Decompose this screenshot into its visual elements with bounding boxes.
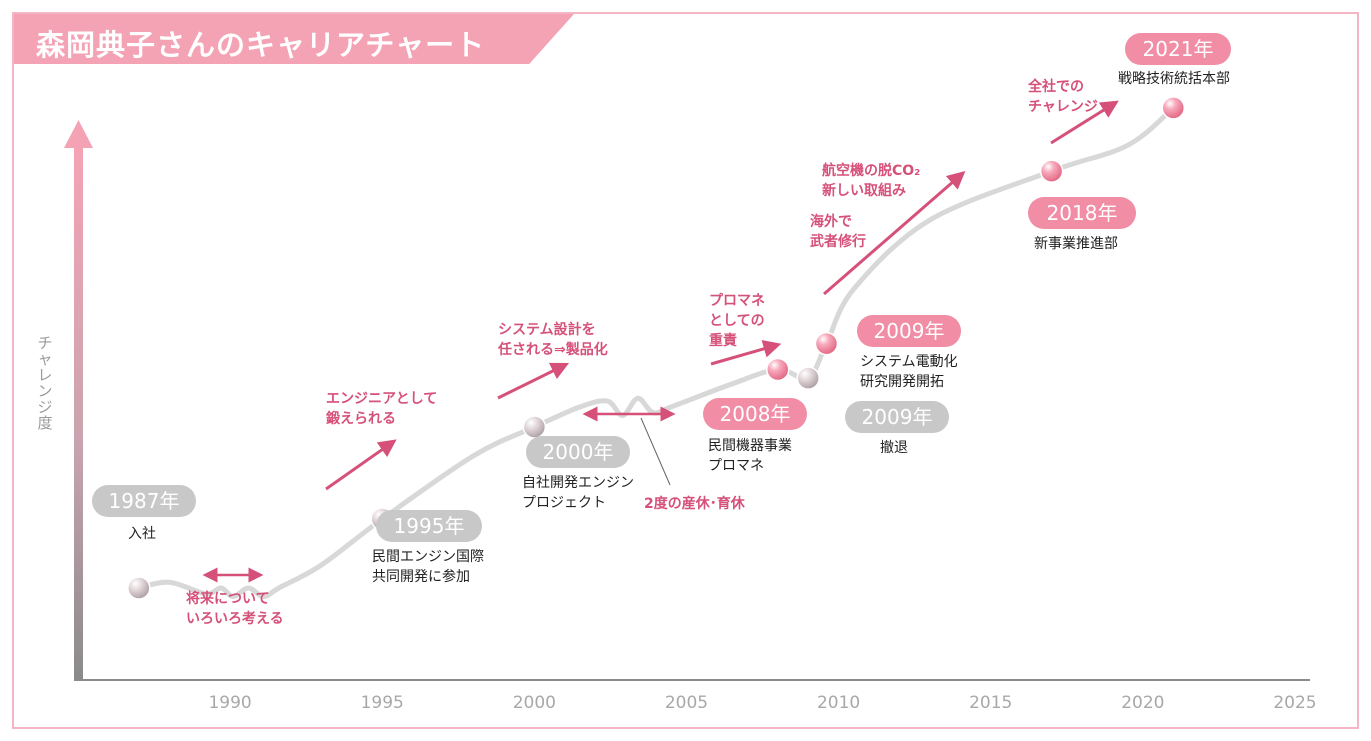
year-label: 1987年 [109,489,180,513]
milestone-2000: 2000年 自社開発エンジン プロジェクト [522,436,634,511]
year-bubble [92,485,196,517]
year-bubble [703,398,807,430]
y-axis-label-char: ン [37,382,52,400]
annotation-decarbon: 航空機の脱CO₂ 新しい取組み [822,162,920,199]
milestone-desc: プロマネ [708,458,764,474]
year-bubble [526,436,630,468]
annotation-text: 任される⇒製品化 [497,341,608,358]
annotation-text: エンジニアとして [326,391,437,407]
annotation-text: システム設計を [498,321,596,338]
milestone-desc: 入社 [128,526,156,542]
milestone-desc: 研究開発開拓 [860,374,944,390]
x-tick-label: 2005 [665,693,708,713]
year-label: 2008年 [720,402,791,426]
annotation-text: 海外で [810,213,852,230]
arrow-icon [710,340,782,366]
milestone-dot [796,366,820,390]
milestone-2021: 2021年 戦略技術統括本部 [1118,33,1231,87]
x-tick-label: 2000 [513,693,556,713]
arrow-icon [497,362,570,400]
x-tick-label: 2015 [969,693,1012,713]
year-label: 2021年 [1143,37,1214,61]
y-axis [64,120,93,680]
year-bubble [1125,33,1231,65]
arrow-icon [1050,100,1119,145]
y-axis-label-char: ジ [37,398,52,416]
milestone-2018: 2018年 新事業推進部 [1028,197,1136,252]
leader-line [640,417,671,486]
annotation-text: いろいろ考える [186,610,284,627]
career-curve [136,105,1176,600]
annotation-text: 将来について [186,590,270,607]
milestone-dots [127,96,1186,600]
x-tick-label: 1995 [361,693,404,713]
y-axis-label-char: レ [37,366,52,384]
x-tick-label: 2010 [817,693,860,713]
milestone-1987: 1987年 入社 [92,485,196,542]
annotation-text: 2度の産休･育休 [644,495,746,512]
y-axis-bar [74,148,83,680]
milestone-2009-electrification: 2009年 システム電動化 研究開発開拓 [857,315,961,390]
year-bubble [1028,197,1136,229]
arrow-icon [325,439,397,491]
y-axis-arrow-icon [64,120,93,148]
annotation-text: としての [709,313,765,329]
milestone-2009-withdrawal: 2009年 撤退 [845,401,949,456]
milestone-dot [127,576,151,600]
y-axis-label-char: チ [37,334,52,352]
x-axis-ticks: 1990 1995 2000 2005 2010 2015 2020 2025 [208,693,1316,713]
milestone-desc: 撤退 [880,440,908,456]
annotation-engineer: エンジニアとして 鍛えられる [326,391,437,427]
annotation-text: 航空機の脱CO₂ [822,162,920,179]
milestone-dot [814,331,839,356]
milestone-desc: 戦略技術統括本部 [1118,71,1230,87]
arrow-icon [823,171,966,296]
milestone-desc: 共同開発に参加 [372,568,470,585]
chart-frame [12,12,1359,729]
milestone-desc: システム電動化 [860,354,958,370]
annotation-system-design: システム設計を 任される⇒製品化 [497,321,608,358]
year-bubble [845,401,949,433]
annotation-text: チャレンジ [1028,99,1098,115]
annotation-text: 鍛えられる [326,410,396,427]
milestone-desc: 新事業推進部 [1034,236,1118,252]
x-tick-label: 2025 [1273,693,1316,713]
y-axis-label-char: 度 [37,414,52,432]
milestone-dot [1161,96,1186,120]
year-label: 2009年 [862,405,933,429]
year-label: 2000年 [543,440,614,464]
year-label: 2009年 [874,319,945,343]
milestone-desc: プロジェクト [522,495,606,511]
x-tick-label: 2020 [1121,693,1164,713]
milestone-desc: 民間エンジン国際 [372,549,484,565]
annotation-text: 重責 [709,332,737,349]
annotation-company-wide: 全社での チャレンジ [1027,78,1098,115]
milestone-2008: 2008年 民間機器事業 プロマネ [703,398,807,474]
annotation-text: 新しい取組み [822,182,906,199]
milestone-desc: 自社開発エンジン [522,475,634,491]
x-tick-label: 1990 [208,693,251,713]
annotation-overseas: 海外で 武者修行 [810,213,866,250]
year-label: 1995年 [394,514,465,538]
title-banner [14,14,574,64]
year-label: 2018年 [1047,201,1118,225]
annotation-text: プロマネ [709,293,765,309]
milestone-dot [766,357,790,382]
annotation-leave: 2度の産休･育休 [644,495,746,512]
annotation-future: 将来について いろいろ考える [186,590,284,627]
milestone-desc: 民間機器事業 [708,438,792,454]
milestone-dot [1039,159,1064,183]
milestone-1995: 1995年 民間エンジン国際 共同開発に参加 [372,510,484,585]
chart-title: 森岡典子さんのキャリアチャート [36,28,486,62]
milestone-dot [522,415,547,439]
year-bubble [857,315,961,347]
year-bubble [376,510,482,542]
annotation-pm: プロマネ としての 重責 [709,293,765,349]
annotation-text: 全社での [1027,78,1084,95]
annotation-text: 武者修行 [810,233,866,250]
y-axis-label-char: ャ [37,350,52,368]
annotation-arrows [202,100,1119,583]
